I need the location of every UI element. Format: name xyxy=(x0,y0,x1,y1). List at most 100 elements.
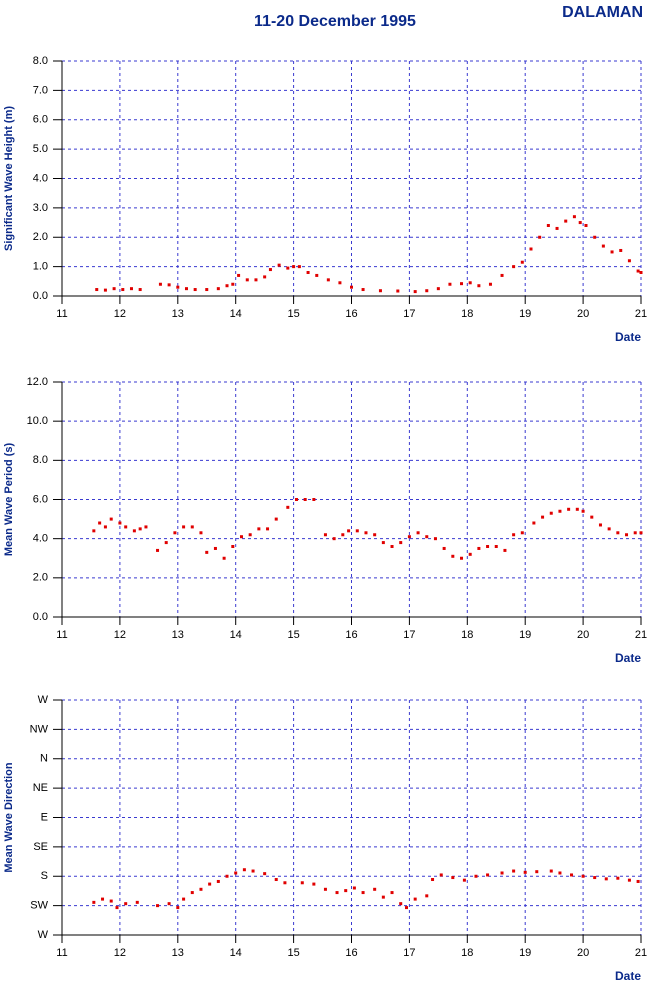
point xyxy=(520,260,524,264)
x-tick-label: 14 xyxy=(230,947,242,959)
point xyxy=(578,221,582,225)
x-tick-label: 15 xyxy=(287,629,299,641)
y-tick-label: N xyxy=(40,753,48,765)
point xyxy=(167,902,171,906)
y-tick-label: 5.0 xyxy=(33,143,48,155)
point xyxy=(627,259,631,263)
point xyxy=(248,533,252,537)
point xyxy=(512,265,516,269)
point xyxy=(92,529,96,533)
point xyxy=(231,282,235,286)
x-tick-label: 13 xyxy=(172,308,184,320)
point xyxy=(101,897,105,901)
point xyxy=(381,895,385,899)
y-tick-label: 2.0 xyxy=(33,572,48,584)
point xyxy=(442,546,446,550)
x-tick-label: 20 xyxy=(577,629,589,641)
point xyxy=(205,550,209,554)
y-tick-label: 4.0 xyxy=(33,533,48,545)
point xyxy=(121,288,125,292)
point xyxy=(488,282,492,286)
point xyxy=(312,498,316,501)
point xyxy=(103,525,107,529)
point xyxy=(335,891,339,895)
point xyxy=(231,545,235,548)
point xyxy=(263,872,267,876)
x-tick-label: 15 xyxy=(287,308,299,320)
y-tick-label: 3.0 xyxy=(33,202,48,214)
point xyxy=(115,906,119,910)
point xyxy=(500,273,504,277)
point xyxy=(286,505,290,509)
y-tick-label: S xyxy=(41,870,48,882)
point xyxy=(323,533,327,537)
x-tick-label: 18 xyxy=(461,629,473,641)
point xyxy=(541,515,545,519)
point xyxy=(633,531,637,535)
point xyxy=(341,533,345,537)
point xyxy=(593,235,597,239)
point xyxy=(254,278,258,282)
point xyxy=(468,552,472,556)
point xyxy=(396,289,400,293)
point xyxy=(546,224,550,227)
point xyxy=(274,878,278,882)
point xyxy=(439,873,443,877)
point xyxy=(558,871,562,875)
x-axis-label: Date xyxy=(615,969,641,983)
point xyxy=(234,871,238,875)
point xyxy=(352,886,356,890)
point xyxy=(460,282,464,286)
x-tick-label: 17 xyxy=(403,947,415,959)
point xyxy=(158,282,162,286)
x-tick-label: 16 xyxy=(345,629,357,641)
point xyxy=(350,285,353,289)
point xyxy=(124,525,128,529)
point xyxy=(512,869,516,873)
point xyxy=(326,278,330,282)
point xyxy=(512,533,516,537)
point xyxy=(274,517,278,521)
point xyxy=(468,281,472,285)
y-axis-label: Significant Wave Height (m) xyxy=(3,106,15,251)
point xyxy=(570,873,574,877)
point xyxy=(436,287,440,291)
point xyxy=(138,527,142,531)
point xyxy=(263,275,267,279)
point xyxy=(616,876,620,880)
point xyxy=(251,869,255,873)
point xyxy=(208,882,212,886)
point xyxy=(390,891,394,895)
point xyxy=(549,869,553,873)
point xyxy=(315,273,319,277)
x-tick-label: 14 xyxy=(230,308,242,320)
point xyxy=(132,529,136,533)
point xyxy=(451,554,455,558)
point xyxy=(323,887,327,891)
point xyxy=(176,906,180,910)
point xyxy=(268,268,272,272)
point xyxy=(601,244,605,248)
point xyxy=(425,289,429,293)
point xyxy=(413,290,417,294)
point xyxy=(636,879,640,883)
point xyxy=(610,250,614,254)
point xyxy=(184,287,188,291)
point xyxy=(399,902,403,906)
point xyxy=(523,870,527,874)
point xyxy=(581,874,585,878)
point xyxy=(112,287,116,291)
point xyxy=(286,266,290,270)
point xyxy=(182,525,186,529)
point xyxy=(590,515,594,519)
point xyxy=(474,874,478,878)
station: DALAMAN xyxy=(562,4,643,21)
point xyxy=(297,265,301,269)
point xyxy=(564,219,568,223)
point xyxy=(109,899,113,903)
point xyxy=(549,511,553,515)
point xyxy=(381,541,385,545)
point xyxy=(118,521,122,525)
point xyxy=(639,531,643,535)
